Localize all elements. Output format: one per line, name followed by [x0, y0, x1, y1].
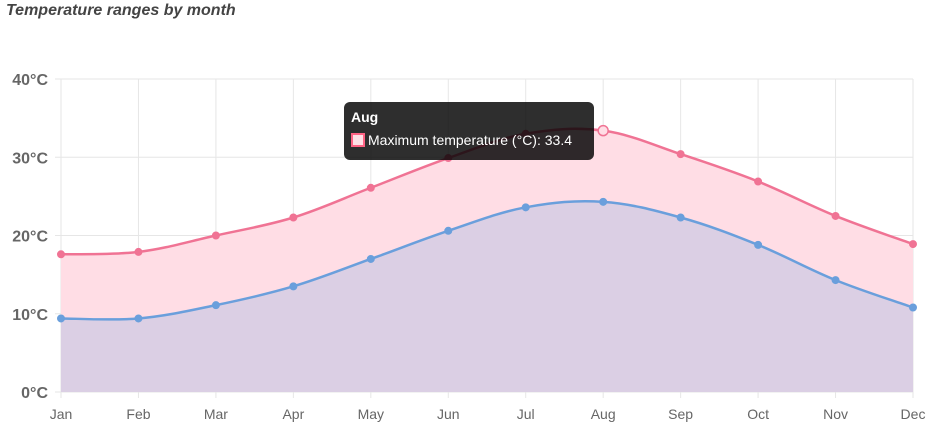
data-point[interactable]	[57, 314, 65, 323]
x-tick-label: Mar	[204, 406, 228, 422]
y-tick-label: 10°C	[12, 307, 48, 324]
x-tick-label: Dec	[901, 406, 926, 422]
x-tick-label: Apr	[282, 406, 304, 422]
data-point[interactable]	[211, 231, 220, 240]
x-tick-label: Jul	[517, 406, 535, 422]
tooltip-color-swatch	[351, 133, 365, 147]
x-tick-label: Sep	[668, 406, 693, 422]
data-point[interactable]	[754, 240, 763, 249]
data-point[interactable]	[289, 282, 298, 291]
x-tick-label: Jun	[437, 406, 460, 422]
y-axis-ticks: 0°C 10°C 20°C 30°C 40°C	[12, 72, 48, 402]
data-point[interactable]	[134, 314, 143, 323]
x-tick-label: May	[358, 406, 384, 422]
tooltip-row: Maximum temperature (°C): 33.4	[351, 132, 587, 148]
chart-title: Temperature ranges by month	[6, 2, 236, 19]
data-point[interactable]	[754, 177, 763, 186]
data-point[interactable]	[57, 250, 65, 259]
data-point[interactable]	[831, 211, 840, 220]
data-point[interactable]	[134, 247, 143, 256]
data-point[interactable]	[909, 303, 917, 312]
x-tick-label: Nov	[823, 406, 848, 422]
y-tick-label: 30°C	[12, 150, 48, 167]
x-tick-label: Aug	[591, 406, 616, 422]
data-point[interactable]	[366, 254, 375, 263]
data-point[interactable]	[909, 240, 917, 249]
x-axis-ticks: Jan Feb Mar Apr May Jun Jul Aug Sep Oct Nov Dec	[50, 406, 926, 422]
data-point[interactable]	[597, 124, 609, 137]
y-tick-label: 40°C	[12, 72, 48, 89]
y-tick-label: 20°C	[12, 229, 48, 246]
x-tick-label: Feb	[126, 406, 150, 422]
x-tick-label: Jan	[50, 406, 73, 422]
area-fills	[61, 128, 913, 392]
data-point[interactable]	[676, 213, 685, 222]
x-tick-label: Oct	[747, 406, 769, 422]
tooltip-label: Maximum temperature (°C): 33.4	[368, 132, 572, 148]
data-point[interactable]	[289, 213, 298, 222]
data-point[interactable]	[599, 197, 608, 206]
y-tick-label: 0°C	[21, 385, 48, 402]
data-point[interactable]	[676, 150, 685, 159]
chart-tooltip: Aug Maximum temperature (°C): 33.4	[344, 102, 594, 160]
data-point[interactable]	[521, 203, 530, 212]
series-area-fill	[61, 201, 913, 392]
data-point[interactable]	[831, 276, 840, 285]
data-point[interactable]	[366, 183, 375, 192]
tooltip-title: Aug	[351, 109, 379, 125]
data-point[interactable]	[444, 226, 453, 235]
data-point[interactable]	[211, 301, 220, 310]
